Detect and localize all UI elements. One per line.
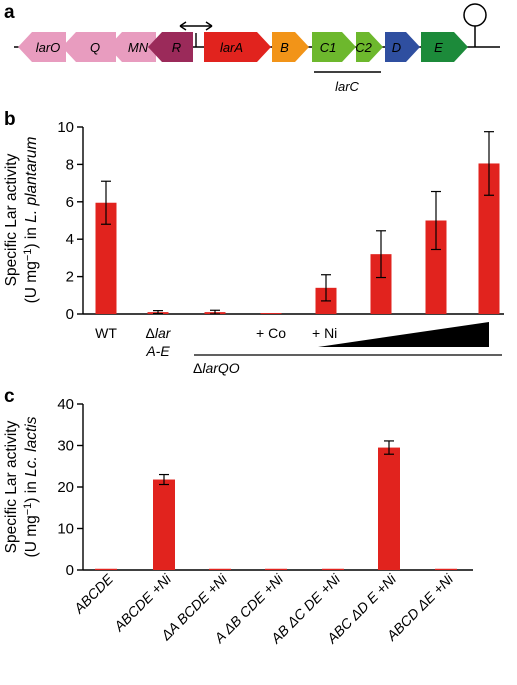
chart-c-ytick-label: 30: [57, 438, 74, 455]
chart-c-ytick-label: 40: [57, 396, 74, 413]
chart-b-bar: [478, 163, 500, 314]
gene-label-e: E: [434, 40, 443, 55]
chart-b-ylabel-line1: Specific Lar activity: [3, 153, 20, 286]
chart-c-bar: [435, 568, 457, 570]
gene-arrow-c2: [356, 32, 383, 62]
ni-gradient-wedge: [318, 322, 489, 347]
promoter-arrowhead-left-icon: [179, 21, 187, 31]
chart-c-bar: [265, 568, 287, 570]
label-wt: WT: [95, 325, 117, 341]
chart-b-bar: [370, 254, 392, 314]
gene-label-c2: C2: [355, 40, 372, 55]
gene-label-mn: MN: [128, 40, 149, 55]
gene-arrow-lara: [204, 32, 271, 62]
chart-b-ytick-label: 8: [66, 156, 74, 173]
gene-arrow-mn: [108, 32, 156, 62]
chart-b-ytick-label: 6: [66, 194, 74, 211]
chart-c-axis: 0 10 20 30 40: [57, 396, 473, 579]
gene-label-d: D: [392, 40, 401, 55]
chart-b-ytick-label: 4: [66, 231, 74, 248]
gene-arrow-b: [272, 32, 309, 62]
gene-arrow-r: [148, 32, 193, 62]
terminator-loop-icon: [463, 3, 487, 27]
gene-label-laro: larO: [36, 40, 61, 55]
chart-c-bars: [95, 440, 457, 570]
label-plus-ni: + Ni: [312, 325, 337, 341]
gene-label-c1: C1: [320, 40, 337, 55]
chart-b-ytick-label: 2: [66, 269, 74, 286]
gene-label-r: R: [172, 40, 181, 55]
chart-b-ytick-label: 10: [57, 119, 74, 136]
panel-c-letter: c: [4, 386, 15, 407]
chart-b-ylabel-line2: (U mg−1) in L. plantarum: [22, 137, 40, 304]
chart-b-ytick-label: 0: [66, 306, 74, 323]
chart-c-ylabel-line1: Specific Lar activity: [3, 420, 20, 553]
label-plus-co: + Co: [256, 325, 286, 341]
chart-c-category-label: ABCDE: [70, 570, 117, 617]
promoter-arrowhead-right-icon: [205, 21, 213, 31]
chart-c-bar: [322, 568, 344, 570]
label-delta-lar-line1: Δlar: [146, 325, 172, 341]
gene-arrow-q: [62, 32, 116, 62]
panel-a-letter: a: [4, 2, 15, 23]
chart-c-ytick-label: 0: [66, 562, 74, 579]
chart-c-bar: [378, 447, 400, 570]
chart-c-bar: [209, 568, 231, 570]
gene-label-b: B: [280, 40, 289, 55]
gene-arrow-c1: [312, 32, 356, 62]
label-delta-lar-line2: A-E: [145, 343, 170, 359]
chart-b: 0 2 4 6 8 10 Specific Lar activity (U mg−1) i…: [3, 119, 504, 376]
chart-c-bar: [153, 479, 175, 570]
chart-c-ytick-label: 20: [57, 479, 74, 496]
panel-b-letter: b: [4, 109, 16, 130]
chart-c-ytick-label: 10: [57, 521, 74, 538]
chart-b-bars: [95, 131, 500, 315]
chart-b-bar: [425, 220, 447, 314]
larc-label: larC: [335, 79, 359, 94]
chart-c-bar: [95, 568, 117, 570]
chart-c-ylabel-line2: (U mg−1) in Lc. lactis: [22, 416, 40, 557]
gene-label-q: Q: [90, 40, 100, 55]
promoter-arrow-icon: [180, 25, 212, 47]
label-larqo-group: ΔlarQO: [193, 360, 240, 376]
gene-label-lara: larA: [220, 40, 243, 55]
chart-b-bar: [260, 313, 282, 314]
gene-arrow-d: [385, 32, 420, 62]
chart-b-bar: [95, 202, 117, 314]
gene-arrow-laro: [18, 32, 66, 62]
gene-arrow-e: [421, 32, 468, 62]
